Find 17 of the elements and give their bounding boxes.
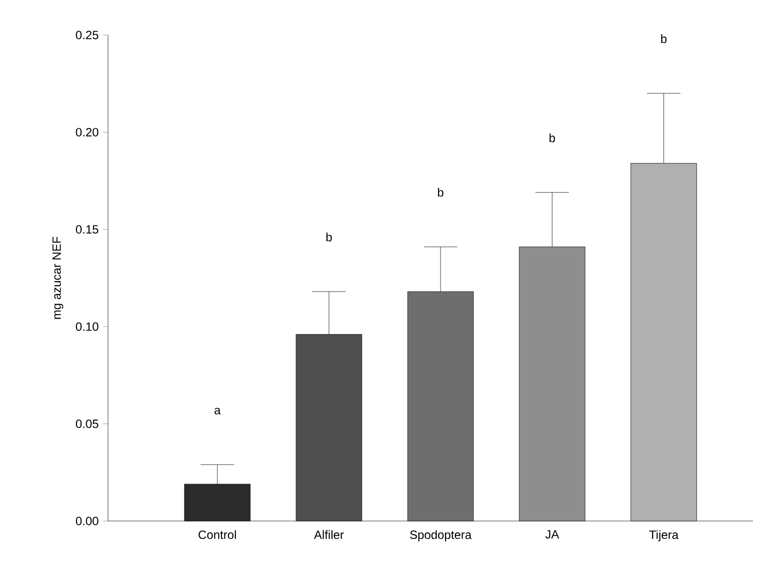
y-tick-label: 0.10 xyxy=(76,322,98,331)
x-tick-label: Alfiler xyxy=(314,530,344,540)
annotation: b xyxy=(550,133,555,142)
y-tick-label: 0.00 xyxy=(76,516,98,526)
annotation: a xyxy=(214,408,221,414)
annotation: b xyxy=(661,34,667,44)
y-axis-title: mg azucar NEF xyxy=(52,236,64,319)
y-tick-label: 0.25 xyxy=(76,30,98,40)
annotation: b xyxy=(438,188,444,197)
y-tick-label: 0.05 xyxy=(76,420,98,428)
x-tick-label: Control xyxy=(198,530,236,540)
annotation: b xyxy=(326,232,332,242)
x-tick-label: Spodoptera xyxy=(410,530,472,542)
x-tick-label: Tijera xyxy=(649,530,679,542)
y-tick-label: 0.15 xyxy=(76,225,98,234)
y-tick-label: 0.20 xyxy=(76,128,98,136)
x-tick-label: JA xyxy=(545,530,560,539)
